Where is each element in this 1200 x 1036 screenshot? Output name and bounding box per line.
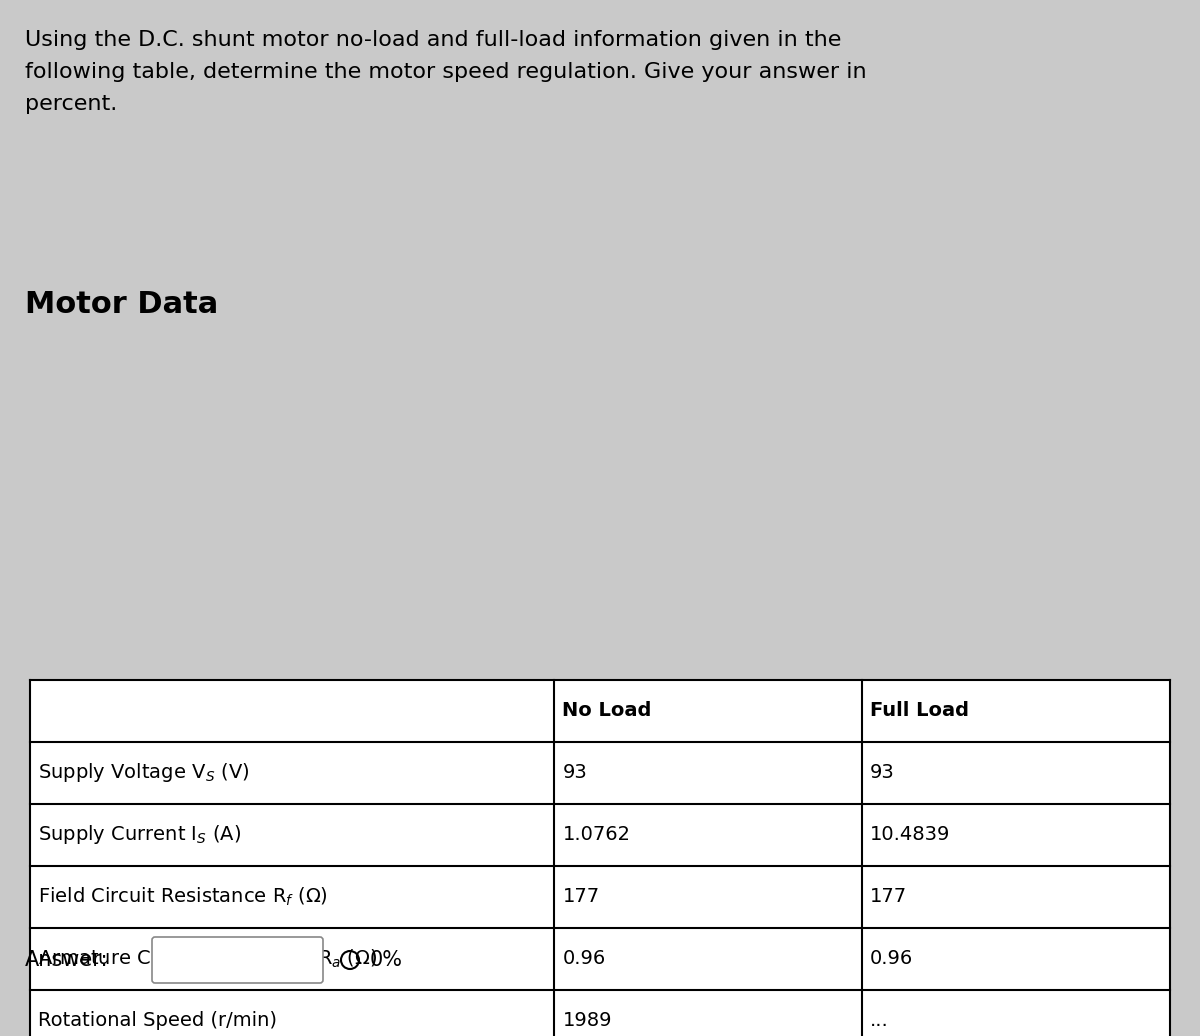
Bar <box>30 680 1170 1036</box>
Text: 93: 93 <box>870 764 895 782</box>
Text: 1.0762: 1.0762 <box>563 826 630 844</box>
FancyBboxPatch shape <box>152 937 323 983</box>
Text: following table, determine the motor speed regulation. Give your answer in: following table, determine the motor spe… <box>25 62 866 82</box>
Text: Motor Data: Motor Data <box>25 290 218 319</box>
Text: Full Load: Full Load <box>870 701 970 720</box>
Text: 177: 177 <box>563 888 600 906</box>
Text: Field Circuit Resistance R$_f$ (Ω): Field Circuit Resistance R$_f$ (Ω) <box>38 886 328 909</box>
Text: Armature Circuit Resistance R$_a$ (Ω): Armature Circuit Resistance R$_a$ (Ω) <box>38 948 377 970</box>
Text: 177: 177 <box>870 888 907 906</box>
Text: Rotational Speed (r/min): Rotational Speed (r/min) <box>38 1011 277 1031</box>
Text: Supply Voltage V$_S$ (V): Supply Voltage V$_S$ (V) <box>38 761 250 784</box>
Text: 1989: 1989 <box>563 1011 612 1031</box>
Text: No Load: No Load <box>563 701 652 720</box>
Text: 0.96: 0.96 <box>563 950 606 969</box>
Text: Supply Current I$_S$ (A): Supply Current I$_S$ (A) <box>38 824 241 846</box>
Text: 93: 93 <box>563 764 587 782</box>
Text: percent.: percent. <box>25 94 118 114</box>
Text: Answer:: Answer: <box>25 950 108 970</box>
Text: ...: ... <box>870 1011 889 1031</box>
Text: 10.4839: 10.4839 <box>870 826 950 844</box>
Text: 0.96: 0.96 <box>870 950 913 969</box>
Text: 0%: 0% <box>370 950 403 970</box>
Text: Using the D.C. shunt motor no-load and full-load information given in the: Using the D.C. shunt motor no-load and f… <box>25 30 841 50</box>
